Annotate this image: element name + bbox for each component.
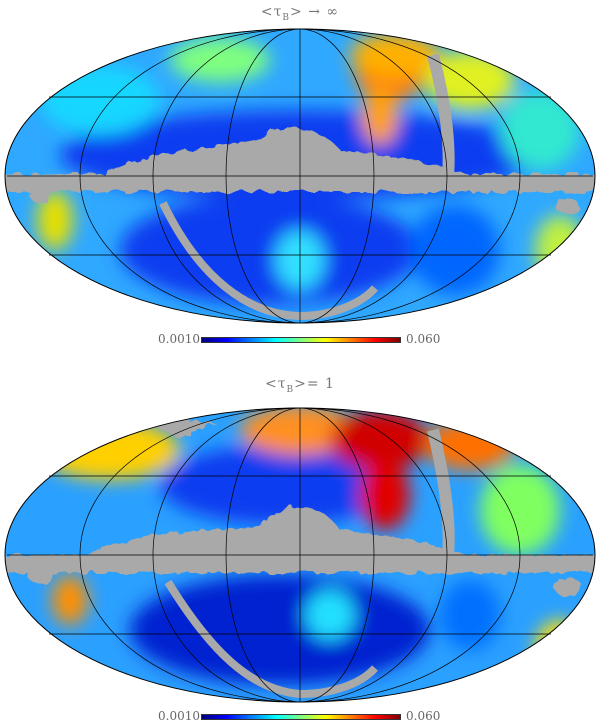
map-2-colorbar: 0.0010 0.060 xyxy=(0,709,600,725)
map-2-intensity-field xyxy=(40,408,585,685)
map-1-colorbar-gradient xyxy=(201,337,401,343)
map-1-title: <τB> → ∞ xyxy=(0,4,600,23)
map-2-title-close: >= 1 xyxy=(294,376,335,392)
map-1-colorbar-min: 0.0010 xyxy=(158,332,200,346)
map-1-colorbar-max: 0.060 xyxy=(406,332,441,346)
map-2-title-sub: B xyxy=(286,384,295,395)
mollweide-map-2 xyxy=(4,407,596,703)
map-2-graticule xyxy=(4,407,596,703)
map-2-colorbar-max: 0.060 xyxy=(406,709,441,723)
map-2-colorbar-gradient xyxy=(201,714,401,720)
map-1-title-sub: B xyxy=(282,12,291,23)
map-2-title-open: <τ xyxy=(265,376,287,392)
map-1-graticule xyxy=(4,28,596,324)
map-2-colorbar-min: 0.0010 xyxy=(158,709,200,723)
map-1-title-open: <τ xyxy=(260,4,283,20)
map-1-title-close: > → ∞ xyxy=(290,4,340,20)
map-2-title: <τB>= 1 xyxy=(0,376,600,395)
map-1-colorbar: 0.0010 0.060 xyxy=(0,332,600,348)
mollweide-map-1 xyxy=(4,28,596,324)
